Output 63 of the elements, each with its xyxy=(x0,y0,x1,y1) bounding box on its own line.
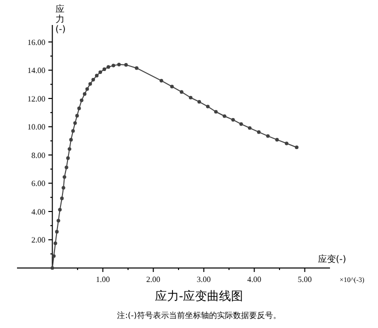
point xyxy=(98,70,102,74)
point xyxy=(55,230,59,234)
y-tick-label: 16.00 xyxy=(27,38,46,47)
y-tick-label: 4.00 xyxy=(31,207,46,216)
point xyxy=(73,121,77,125)
y-axis-title: 应力(-) xyxy=(55,4,66,35)
point xyxy=(102,67,106,72)
x-tick-label: 2.00 xyxy=(146,275,160,284)
y-tick-label: 14.00 xyxy=(27,66,46,76)
point xyxy=(62,186,66,190)
point xyxy=(75,114,79,118)
point xyxy=(222,114,226,118)
y-tick-label: 6.00 xyxy=(31,179,46,188)
point xyxy=(284,142,288,146)
point xyxy=(170,84,174,88)
point xyxy=(68,147,72,151)
point xyxy=(56,218,60,222)
point xyxy=(77,106,81,110)
point xyxy=(188,96,192,100)
x-tick-label: 1.00 xyxy=(96,275,110,284)
point xyxy=(85,87,89,91)
point xyxy=(239,122,243,126)
point xyxy=(231,118,235,122)
point xyxy=(94,74,99,78)
point xyxy=(69,138,73,142)
point xyxy=(206,104,210,108)
point xyxy=(58,208,62,212)
point xyxy=(54,241,58,246)
point xyxy=(80,98,84,102)
point xyxy=(294,146,298,150)
x-tick-label: 5.00 xyxy=(298,275,312,284)
text: 注:(-)符号表示当前坐标轴的实际数据要反号。 xyxy=(117,311,281,320)
point xyxy=(124,63,128,67)
point xyxy=(180,90,184,94)
x-tick-label: 4.00 xyxy=(247,275,262,284)
point xyxy=(257,130,261,134)
point xyxy=(160,78,164,82)
point xyxy=(91,78,96,82)
y-tick-label: 8.00 xyxy=(31,150,46,160)
point xyxy=(266,134,270,138)
point xyxy=(64,166,68,170)
point xyxy=(134,66,138,70)
x-axis-title: 应变(-) xyxy=(318,254,346,265)
x-tick-label: 3.00 xyxy=(196,275,211,284)
point xyxy=(117,62,121,66)
y-tick-label: 2.00 xyxy=(31,236,46,245)
y-tick-label: 10.00 xyxy=(27,122,46,132)
point xyxy=(60,196,64,200)
point xyxy=(197,100,202,104)
point xyxy=(62,175,66,179)
y-tick-label: 12.00 xyxy=(27,94,46,104)
point xyxy=(248,126,252,130)
point xyxy=(52,254,56,258)
point xyxy=(71,129,75,133)
text: 应力-应变曲线图 xyxy=(154,289,244,303)
point xyxy=(66,156,70,160)
point xyxy=(112,64,116,68)
point xyxy=(275,138,279,142)
point xyxy=(88,82,92,86)
point xyxy=(106,65,110,69)
point xyxy=(82,92,86,96)
point xyxy=(214,110,218,114)
point xyxy=(50,266,54,270)
